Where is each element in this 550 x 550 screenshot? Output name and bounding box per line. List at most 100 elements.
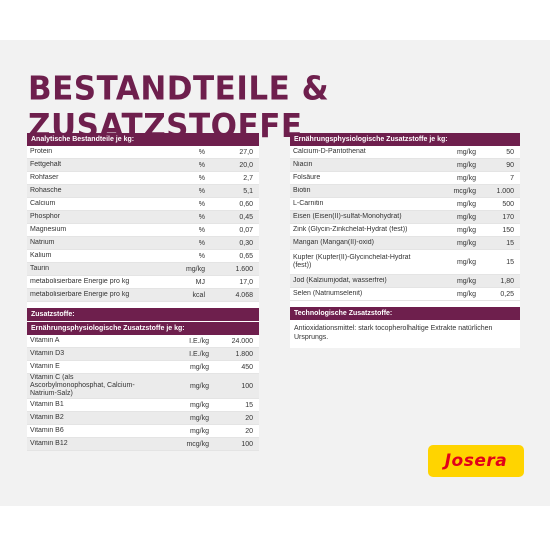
row-value: 17,0	[239, 278, 253, 286]
table-row: Taurin mg/kg 1.600	[27, 263, 259, 276]
page-title: BESTANDTEILE & ZUSATZSTOFFE	[28, 70, 330, 146]
table-row: Fettgehalt% 20,0	[27, 159, 259, 172]
row-value: 1.800	[235, 350, 253, 358]
row-name: Magnesium	[30, 226, 67, 233]
row-name: Kalium	[30, 252, 52, 259]
row-value: 7	[510, 174, 514, 182]
row-unit: %	[198, 226, 205, 234]
row-value: 20	[245, 427, 253, 435]
row-name: Eisen (Eisen(II)-sulfat-Monohydrat)	[293, 213, 402, 220]
row-unit: kcal	[192, 291, 205, 299]
row-value: 5,1	[243, 187, 253, 195]
technologisch-header: Technologische Zusatzstoffe:	[290, 307, 520, 320]
technologisch-text: Antioxidationsmittel: stark tocopherolha…	[294, 325, 493, 341]
row-name: Biotin	[293, 187, 311, 194]
table-row: Vitamin B1 mg/kg 15	[27, 399, 259, 412]
right-panel: Ernährungsphysiologische Zusatzstoffe je…	[290, 133, 520, 348]
row-value: 0,07	[239, 226, 253, 234]
row-name: Kupfer (Kupfer(II)-Glycinchelat-Hydrat (…	[293, 254, 411, 269]
row-unit: MJ	[195, 278, 205, 286]
row-name: Vitamin A	[30, 337, 60, 344]
row-unit: %	[198, 148, 205, 156]
row-value: 24.000	[231, 337, 253, 345]
row-unit: mg/kg	[456, 161, 476, 169]
row-value: 0,65	[239, 252, 253, 260]
table-row: Vitamin B6 mg/kg 20	[27, 425, 259, 438]
table-row: Vitamin B2 mg/kg 20	[27, 412, 259, 425]
row-unit: mcg/kg	[186, 440, 209, 448]
bottom-band	[0, 506, 550, 550]
row-unit: mg/kg	[456, 277, 476, 285]
row-name: Mangan (Mangan(II)-oxid)	[293, 239, 374, 246]
row-value: 50	[506, 148, 514, 156]
row-name: Jod (Kalziumjodat, wasserfrei)	[293, 277, 387, 284]
row-unit: mg/kg	[456, 174, 476, 182]
row-unit: %	[198, 213, 205, 221]
row-value: 150	[502, 226, 514, 234]
table-row: Kalium% 0,65	[27, 250, 259, 263]
row-value: 15	[506, 239, 514, 247]
table-row: Protein% 27,0	[27, 146, 259, 159]
row-name: Vitamin D3	[30, 350, 65, 357]
row-unit: I.E./kg	[189, 350, 209, 358]
left-panel: Analytische Bestandteile je kg: Protein%…	[27, 133, 259, 451]
row-value: 100	[241, 382, 253, 390]
row-value: 15	[245, 401, 253, 409]
row-value: 500	[502, 200, 514, 208]
row-unit: mg/kg	[456, 258, 476, 266]
josera-logo: Josera	[428, 445, 524, 477]
table-row: Jod (Kalziumjodat, wasserfrei) mg/kg 1,80	[290, 275, 520, 288]
table-row: Calcium-D-Pantothenat mg/kg 50	[290, 146, 520, 159]
row-name: Niacin	[293, 161, 313, 168]
row-value: 27,0	[239, 148, 253, 156]
table-row: metabolisierbare Energie pro kg MJ 17,0	[27, 276, 259, 289]
row-value: 0,30	[239, 239, 253, 247]
row-value: 4.068	[235, 291, 253, 299]
row-name: Rohfaser	[30, 174, 59, 181]
table-row: Vitamin D3 I.E./kg 1.800	[27, 348, 259, 361]
row-value: 0,60	[239, 200, 253, 208]
row-name: Protein	[30, 148, 53, 155]
table-row: Vitamin C (als Ascorbylmonophosphat, Cal…	[27, 374, 259, 399]
analytische-table: Protein% 27,0 Fettgehalt% 20,0 Rohfaser% 2,7 R…	[27, 146, 259, 302]
logo-text: Josera	[444, 451, 508, 471]
table-row: Vitamin B12 mcg/kg 100	[27, 438, 259, 451]
row-value: 450	[241, 363, 253, 371]
row-unit: mcg/kg	[453, 187, 476, 195]
table-row: L-Carnitin mg/kg 500	[290, 198, 520, 211]
vitamin-table: Vitamin A I.E./kg 24.000 Vitamin D3 I.E./kg 1…	[27, 335, 259, 451]
row-value: 90	[506, 161, 514, 169]
ernaehrung-header: Ernährungsphysiologische Zusatzstoffe je…	[290, 133, 520, 146]
table-row: metabolisierbare Energie pro kg kcal 4.068	[27, 289, 259, 302]
table-row: Biotin mcg/kg 1.000	[290, 185, 520, 198]
table-row: Folsäure mg/kg 7	[290, 172, 520, 185]
table-row: Zink (Glycin-Zinkchelat-Hydrat (fest)) mg…	[290, 224, 520, 237]
row-value: 20,0	[239, 161, 253, 169]
row-unit: mg/kg	[456, 239, 476, 247]
row-unit: %	[198, 252, 205, 260]
row-unit: mg/kg	[456, 290, 476, 298]
zusatzstoffe-subheader: Ernährungsphysiologische Zusatzstoffe je…	[27, 322, 259, 335]
table-row: Kupfer (Kupfer(II)-Glycinchelat-Hydrat (…	[290, 250, 520, 275]
row-value: 2,7	[243, 174, 253, 182]
row-value: 15	[506, 258, 514, 266]
row-name: Phosphor	[30, 213, 60, 220]
table-row: Magnesium% 0,07	[27, 224, 259, 237]
table-row: Calcium% 0,60	[27, 198, 259, 211]
top-band	[0, 0, 550, 40]
row-name: Natrium	[30, 239, 55, 246]
row-name: metabolisierbare Energie pro kg	[30, 278, 130, 285]
row-name: Selen (Natriumselenit)	[293, 290, 363, 297]
row-unit: mg/kg	[189, 401, 209, 409]
row-name: L-Carnitin	[293, 200, 324, 207]
table-row: Phosphor% 0,45	[27, 211, 259, 224]
row-name: Vitamin B6	[30, 427, 64, 434]
table-row: Selen (Natriumselenit) mg/kg 0,25	[290, 288, 520, 301]
row-unit: mg/kg	[456, 226, 476, 234]
row-name: Vitamin C (als Ascorbylmonophosphat, Cal…	[30, 374, 135, 397]
row-name: Vitamin E	[30, 363, 60, 370]
row-value: 100	[241, 440, 253, 448]
row-name: Folsäure	[293, 174, 321, 181]
row-name: Vitamin B2	[30, 414, 64, 421]
